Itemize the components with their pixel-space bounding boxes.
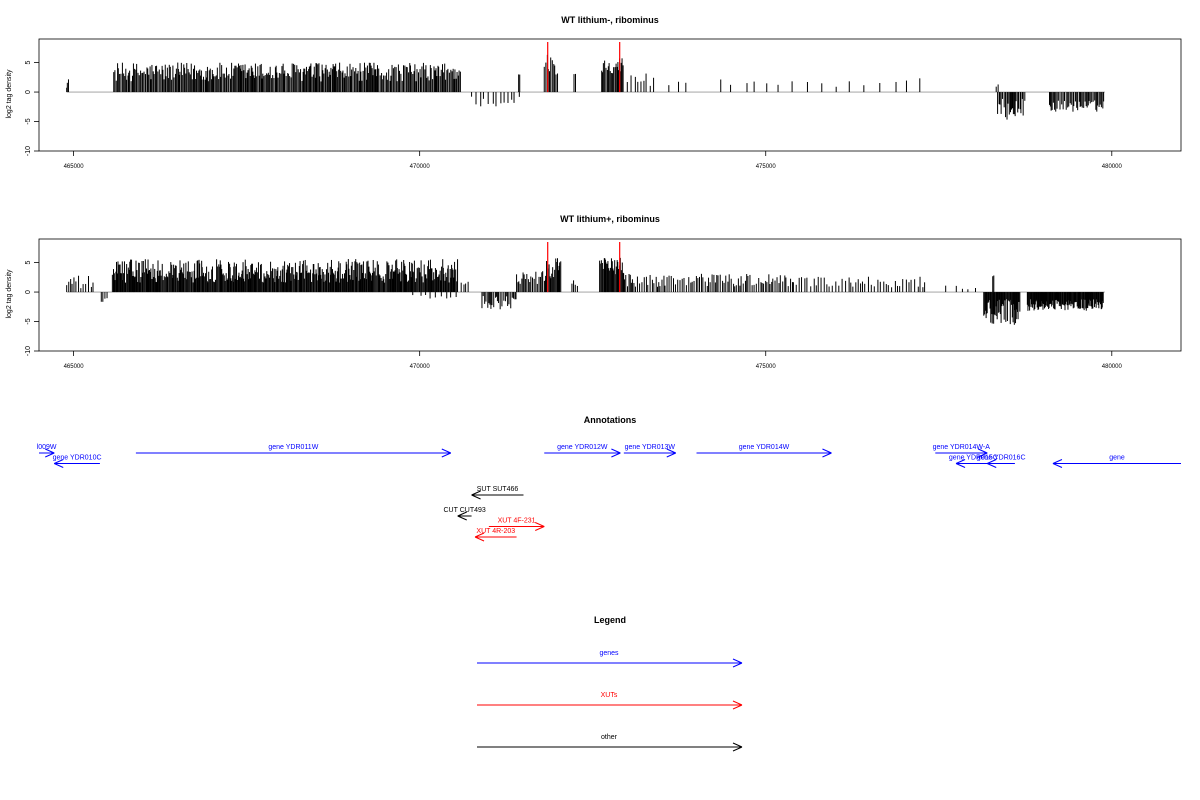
legend-item: XUTs bbox=[477, 692, 743, 710]
annotation-feature: gene YDR011W bbox=[135, 444, 452, 458]
track-panel-lithium-plus: WT lithium+, ribominus log2 tag density … bbox=[6, 214, 1182, 370]
annotation-feature: gene YDR016C bbox=[977, 455, 1026, 468]
y-tick-label: -10 bbox=[25, 346, 32, 356]
plot-frame bbox=[38, 238, 1182, 352]
y-tick-label: 5 bbox=[25, 261, 32, 265]
annotation-feature: gene YDR013W bbox=[623, 444, 676, 458]
annotation-features: l009W gene YDR010C gene YDR011W gene YDR012… bbox=[37, 444, 1181, 542]
annotation-label: SUT SUT466 bbox=[477, 486, 519, 493]
axes: 465000 470000 475000 480000 -10 -5 0 5 bbox=[25, 261, 1122, 370]
annotation-label: gene YDR014W bbox=[739, 444, 790, 451]
x-tick-label: 470000 bbox=[410, 164, 431, 170]
highlight-lines bbox=[547, 242, 621, 293]
y-tick-label: 5 bbox=[25, 61, 32, 65]
x-tick-label: 465000 bbox=[64, 364, 85, 370]
panel-title: WT lithium+, ribominus bbox=[560, 214, 660, 224]
highlight-lines bbox=[547, 42, 621, 93]
legend-title: Legend bbox=[594, 615, 626, 625]
annotation-feature: l009W bbox=[37, 444, 57, 458]
annotation-feature: gene bbox=[1052, 455, 1181, 468]
annotation-label: CUT CUT493 bbox=[444, 507, 486, 514]
annotation-label: l009W bbox=[37, 444, 57, 451]
y-tick-label: 0 bbox=[25, 90, 32, 94]
x-tick-label: 470000 bbox=[410, 364, 431, 370]
annotation-label: XUT 4R-203 bbox=[476, 528, 515, 535]
legend-items: genes XUTs other bbox=[477, 650, 743, 752]
legend-label: genes bbox=[599, 650, 619, 657]
annotation-label: XUT 4F-231 bbox=[498, 518, 536, 525]
annotation-label: gene YDR016C bbox=[977, 455, 1026, 462]
annotations-panel: Annotations l009W gene YDR010C gene YDR011… bbox=[37, 415, 1181, 542]
annotation-feature: gene YDR014W bbox=[696, 444, 832, 458]
annotation-feature: XUT 4R-203 bbox=[474, 528, 517, 542]
annotation-feature: gene YDR014W-A bbox=[933, 444, 991, 458]
annotation-feature: gene YDR015C bbox=[949, 455, 998, 468]
annotation-feature: XUT 4F-231 bbox=[488, 518, 545, 531]
annotation-label: gene YDR010C bbox=[53, 455, 102, 462]
annotation-label: gene YDR014W-A bbox=[933, 444, 991, 451]
annotation-label: gene YDR011W bbox=[268, 444, 318, 451]
legend-panel: Legend genes XUTs other bbox=[477, 615, 743, 752]
y-tick-label: 0 bbox=[25, 290, 32, 294]
y-tick-label: -5 bbox=[25, 318, 32, 324]
legend-label: other bbox=[601, 734, 618, 741]
annotation-feature: gene YDR012W bbox=[544, 444, 621, 458]
annotation-label: gene YDR012W bbox=[557, 444, 608, 451]
legend-item: other bbox=[477, 734, 743, 752]
y-tick-label: -10 bbox=[25, 146, 32, 156]
y-tick-label: -5 bbox=[25, 118, 32, 124]
annotations-title: Annotations bbox=[584, 415, 637, 425]
x-tick-label: 480000 bbox=[1102, 164, 1123, 170]
track-panel-lithium-minus: WT lithium-, ribominus log2 tag density … bbox=[6, 15, 1182, 170]
panel-title: WT lithium-, ribominus bbox=[561, 15, 659, 25]
y-axis-label: log2 tag density bbox=[6, 269, 13, 319]
x-tick-label: 465000 bbox=[64, 164, 85, 170]
legend-item: genes bbox=[477, 650, 743, 668]
axes: 465000 470000 475000 480000 -10 -5 0 5 bbox=[25, 61, 1122, 170]
x-tick-label: 475000 bbox=[756, 364, 777, 370]
annotation-feature: gene YDR010C bbox=[53, 455, 102, 468]
annotation-label: gene YDR015C bbox=[949, 455, 998, 462]
plot-frame bbox=[38, 38, 1182, 152]
bars-layer bbox=[66, 54, 1105, 120]
annotation-feature: SUT SUT466 bbox=[471, 486, 524, 500]
x-tick-label: 480000 bbox=[1102, 364, 1123, 370]
x-tick-label: 475000 bbox=[756, 164, 777, 170]
bars-layer bbox=[66, 257, 1105, 325]
y-axis-label: log2 tag density bbox=[6, 69, 13, 119]
annotation-label: gene bbox=[1109, 455, 1125, 462]
legend-label: XUTs bbox=[601, 692, 618, 699]
annotation-feature: CUT CUT493 bbox=[444, 507, 486, 521]
annotation-label: gene YDR013W bbox=[625, 444, 676, 451]
